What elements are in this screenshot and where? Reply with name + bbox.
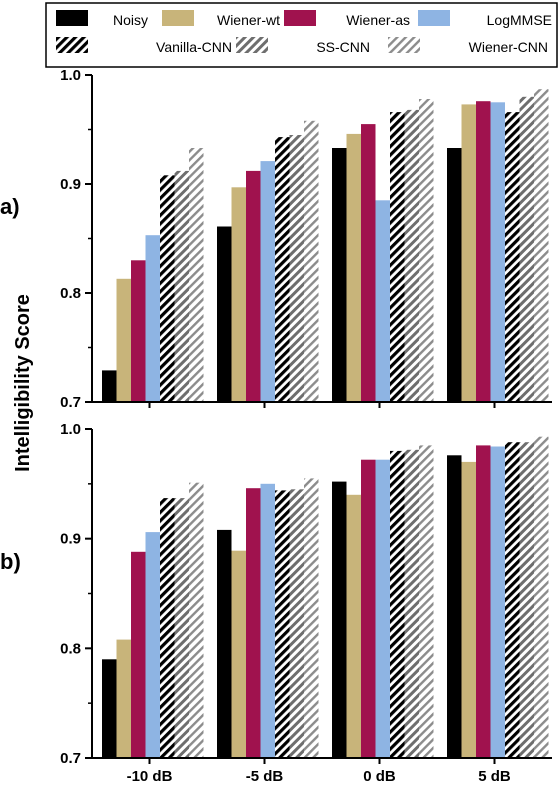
bar-a-wiener-wt-5-db [231, 187, 246, 402]
y-tick-label-a-1-0: 1.0 [60, 67, 81, 84]
chart-panel-a: 0.7 0.8 0.9 1.0 [60, 67, 552, 411]
y-axis-label: Intelligibility Score [12, 294, 34, 472]
y-tick-label-a-0-7: 0.7 [60, 394, 81, 411]
bar-b-wiener-wt-5-db [231, 550, 246, 758]
bar-b-wiener-wt-0-db [346, 494, 361, 758]
bar-a-vanilla-cnn-5-db [505, 112, 520, 402]
x-axis-category-labels: -10 dB -5 dB 0 dB 5 dB [127, 768, 511, 785]
panel-b-label: b) [0, 549, 21, 574]
bar-a-wiener-cnn-5-db [534, 89, 549, 402]
legend-items: Noisy Wiener-wt Wiener-as LogMMSE Vanilla-CN… [56, 10, 552, 55]
bar-a-ss-cnn-0-db [404, 109, 419, 403]
bar-b-wiener-cnn-0-db [419, 445, 434, 758]
bar-b-ss-cnn-5-db [519, 442, 534, 758]
bar-b-vanilla-cnn-0-db [390, 450, 405, 758]
legend-item-noisy: Noisy [56, 10, 148, 28]
legend-label-logmmse: LogMMSE [487, 12, 552, 28]
bar-b-wiener-cnn-5-db [534, 436, 549, 758]
bar-a-wiener-as-10-db [131, 260, 146, 402]
bar-a-wiener-wt-0-db [346, 133, 361, 402]
bar-a-wiener-as-0-db [361, 124, 376, 402]
bar-b-logmmse-10-db [145, 532, 160, 758]
bar-b-logmmse-5-db [490, 446, 505, 758]
legend: Noisy Wiener-wt Wiener-as LogMMSE Vanilla-CN… [45, 2, 558, 68]
bar-a-logmmse-10-db [145, 235, 160, 402]
legend-label-noisy: Noisy [113, 12, 148, 28]
legend-swatch-wiener-as [284, 10, 316, 26]
bar-b-wiener-wt-5-db [461, 461, 476, 758]
bar-a-noisy-10-db [102, 370, 117, 402]
bar-b-wiener-cnn-10-db [189, 482, 204, 758]
y-tick-label-b-0-9: 0.9 [60, 531, 81, 548]
bar-b-logmmse-0-db [375, 459, 390, 758]
bar-a-ss-cnn-5-db [289, 135, 304, 402]
legend-swatch-ss-cnn [236, 37, 268, 53]
x-category-label-5-db: -5 dB [246, 768, 284, 785]
bar-b-noisy-5-db [217, 529, 232, 758]
bar-a-wiener-cnn-10-db [189, 148, 204, 402]
bar-b-vanilla-cnn-10-db [160, 498, 175, 758]
bar-b-wiener-cnn-5-db [304, 478, 319, 758]
legend-label-vanilla-cnn: Vanilla-CNN [156, 39, 232, 55]
legend-item-wiener-wt: Wiener-wt [162, 10, 280, 28]
bar-a-logmmse-5-db [490, 102, 505, 403]
y-tick-label-a-0-9: 0.9 [60, 176, 81, 193]
y-tick-label-b-0-8: 0.8 [60, 640, 81, 657]
bar-b-noisy-0-db [332, 481, 347, 758]
x-category-label-5-db: 5 dB [478, 768, 511, 785]
bar-a-logmmse-0-db [375, 200, 390, 402]
y-tick-label-b-0-7: 0.7 [60, 750, 81, 767]
bar-b-vanilla-cnn-5-db [275, 490, 290, 758]
y-tick-label-a-0-8: 0.8 [60, 285, 81, 302]
bar-b-noisy-10-db [102, 659, 117, 758]
bar-b-vanilla-cnn-5-db [505, 442, 520, 758]
bar-a-vanilla-cnn-5-db [275, 137, 290, 402]
legend-label-wiener-wt: Wiener-wt [217, 12, 280, 28]
legend-swatch-vanilla-cnn [56, 37, 88, 53]
legend-item-vanilla-cnn: Vanilla-CNN [56, 37, 232, 55]
legend-swatch-noisy [56, 10, 88, 26]
legend-swatch-wiener-cnn [388, 37, 420, 53]
bar-a-noisy-5-db [217, 226, 232, 402]
panel-a-label: a) [0, 194, 20, 219]
bar-a-logmmse-5-db [260, 161, 275, 402]
bar-a-noisy-5-db [447, 148, 462, 402]
bar-b-ss-cnn-5-db [289, 489, 304, 758]
bar-a-vanilla-cnn-10-db [160, 175, 175, 402]
bar-a-wiener-wt-10-db [116, 278, 131, 402]
bar-a-wiener-wt-5-db [461, 104, 476, 403]
bar-b-wiener-as-10-db [131, 551, 146, 758]
bar-b-noisy-5-db [447, 455, 462, 758]
bar-a-vanilla-cnn-0-db [390, 112, 405, 402]
bar-b-ss-cnn-0-db [404, 449, 419, 758]
bar-a-noisy-0-db [332, 148, 347, 402]
x-category-label-0-db: 0 dB [363, 768, 396, 785]
bar-b-wiener-as-0-db [361, 459, 376, 758]
x-category-label-10-db: -10 dB [127, 768, 173, 785]
legend-item-ss-cnn: SS-CNN [236, 37, 370, 55]
bar-a-wiener-cnn-0-db [419, 99, 434, 402]
y-tick-label-b-1-0: 1.0 [60, 421, 81, 438]
legend-label-wiener-cnn: Wiener-CNN [469, 39, 548, 55]
bar-a-ss-cnn-10-db [174, 170, 189, 402]
chart-panel-b: 0.7 0.8 0.9 1.0 [60, 421, 552, 767]
legend-item-logmmse: LogMMSE [418, 10, 552, 28]
legend-item-wiener-as: Wiener-as [284, 10, 410, 28]
bar-a-wiener-as-5-db [246, 170, 261, 402]
legend-swatch-wiener-wt [162, 10, 194, 26]
legend-swatch-logmmse [418, 10, 450, 26]
legend-label-wiener-as: Wiener-as [346, 12, 410, 28]
legend-item-wiener-cnn: Wiener-CNN [388, 37, 548, 55]
bar-a-wiener-as-5-db [476, 101, 491, 402]
bar-b-wiener-as-5-db [476, 445, 491, 758]
bar-a-wiener-cnn-5-db [304, 120, 319, 403]
legend-label-ss-cnn: SS-CNN [316, 39, 370, 55]
bar-b-ss-cnn-10-db [174, 498, 189, 758]
bar-b-wiener-wt-10-db [116, 639, 131, 758]
bar-b-logmmse-5-db [260, 483, 275, 758]
bar-b-wiener-as-5-db [246, 488, 261, 758]
bar-a-ss-cnn-5-db [519, 96, 534, 403]
